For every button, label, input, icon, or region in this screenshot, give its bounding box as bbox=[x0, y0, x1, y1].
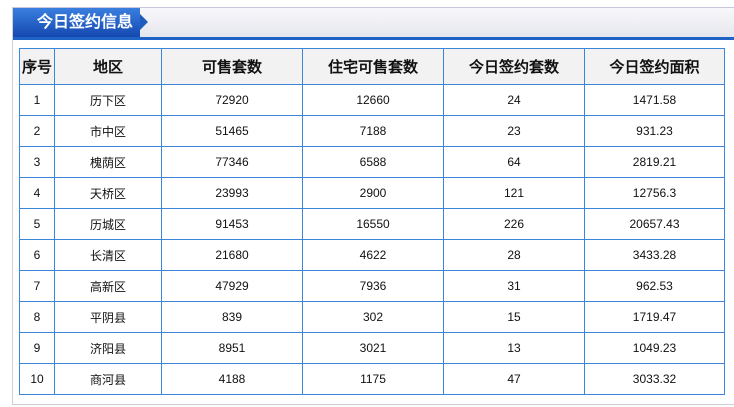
cell-residential-available: 1175 bbox=[302, 363, 444, 395]
cell-index: 3 bbox=[19, 146, 55, 178]
cell-available: 8951 bbox=[161, 332, 303, 364]
cell-index: 6 bbox=[19, 239, 55, 271]
table-row: 9 济阳县 8951 3021 13 1049.23 bbox=[19, 332, 725, 364]
cell-today-signed: 13 bbox=[443, 332, 585, 364]
cell-today-signed: 24 bbox=[443, 84, 585, 116]
cell-available: 23993 bbox=[161, 177, 303, 209]
cell-residential-available: 7188 bbox=[302, 115, 444, 147]
cell-today-area: 3433.28 bbox=[584, 239, 725, 271]
cell-district: 槐荫区 bbox=[54, 146, 162, 178]
cell-district: 商河县 bbox=[54, 363, 162, 395]
col-header-residential-available: 住宅可售套数 bbox=[302, 48, 444, 85]
table-row: 5 历城区 91453 16550 226 20657.43 bbox=[19, 208, 725, 240]
cell-district: 高新区 bbox=[54, 270, 162, 302]
table-row: 6 长清区 21680 4622 28 3433.28 bbox=[19, 239, 725, 271]
cell-district: 长清区 bbox=[54, 239, 162, 271]
cell-index: 4 bbox=[19, 177, 55, 209]
cell-index: 10 bbox=[19, 363, 55, 395]
cell-district: 历下区 bbox=[54, 84, 162, 116]
col-header-today-signed: 今日签约套数 bbox=[443, 48, 585, 85]
cell-residential-available: 16550 bbox=[302, 208, 444, 240]
cell-available: 21680 bbox=[161, 239, 303, 271]
cell-available: 51465 bbox=[161, 115, 303, 147]
col-header-index: 序号 bbox=[19, 48, 55, 85]
col-header-district: 地区 bbox=[54, 48, 162, 85]
cell-residential-available: 302 bbox=[302, 301, 444, 333]
table-row: 10 商河县 4188 1175 47 3033.32 bbox=[19, 363, 725, 395]
cell-today-signed: 47 bbox=[443, 363, 585, 395]
cell-today-signed: 23 bbox=[443, 115, 585, 147]
cell-available: 839 bbox=[161, 301, 303, 333]
cell-index: 8 bbox=[19, 301, 55, 333]
cell-district: 市中区 bbox=[54, 115, 162, 147]
cell-residential-available: 7936 bbox=[302, 270, 444, 302]
table-row: 7 高新区 47929 7936 31 962.53 bbox=[19, 270, 725, 302]
panel-title-tab: 今日签约信息 bbox=[13, 8, 148, 37]
cell-residential-available: 2900 bbox=[302, 177, 444, 209]
cell-index: 9 bbox=[19, 332, 55, 364]
cell-today-area: 1719.47 bbox=[584, 301, 725, 333]
col-header-available: 可售套数 bbox=[161, 48, 303, 85]
cell-today-area: 1049.23 bbox=[584, 332, 725, 364]
cell-available: 4188 bbox=[161, 363, 303, 395]
cell-today-signed: 121 bbox=[443, 177, 585, 209]
cell-today-area: 1471.58 bbox=[584, 84, 725, 116]
cell-today-area: 962.53 bbox=[584, 270, 725, 302]
cell-today-signed: 15 bbox=[443, 301, 585, 333]
cell-available: 72920 bbox=[161, 84, 303, 116]
cell-today-signed: 226 bbox=[443, 208, 585, 240]
cell-available: 47929 bbox=[161, 270, 303, 302]
cell-residential-available: 6588 bbox=[302, 146, 444, 178]
table-row: 3 槐荫区 77346 6588 64 2819.21 bbox=[19, 146, 725, 178]
cell-today-area: 12756.3 bbox=[584, 177, 725, 209]
cell-available: 77346 bbox=[161, 146, 303, 178]
cell-today-signed: 28 bbox=[443, 239, 585, 271]
table-row: 2 市中区 51465 7188 23 931.23 bbox=[19, 115, 725, 147]
cell-index: 2 bbox=[19, 115, 55, 147]
cell-today-area: 20657.43 bbox=[584, 208, 725, 240]
table-row: 1 历下区 72920 12660 24 1471.58 bbox=[19, 84, 725, 116]
cell-district: 济阳县 bbox=[54, 332, 162, 364]
cell-index: 5 bbox=[19, 208, 55, 240]
cell-today-area: 2819.21 bbox=[584, 146, 725, 178]
cell-district: 天桥区 bbox=[54, 177, 162, 209]
cell-index: 7 bbox=[19, 270, 55, 302]
cell-index: 1 bbox=[19, 84, 55, 116]
table-row: 8 平阴县 839 302 15 1719.47 bbox=[19, 301, 725, 333]
table-header-row: 序号 地区 可售套数 住宅可售套数 今日签约套数 今日签约面积 bbox=[19, 48, 725, 85]
cell-today-area: 931.23 bbox=[584, 115, 725, 147]
cell-residential-available: 12660 bbox=[302, 84, 444, 116]
panel-header: 今日签约信息 bbox=[13, 8, 734, 40]
cell-residential-available: 4622 bbox=[302, 239, 444, 271]
signing-table: 序号 地区 可售套数 住宅可售套数 今日签约套数 今日签约面积 1 历下区 7292… bbox=[19, 48, 725, 395]
cell-today-signed: 31 bbox=[443, 270, 585, 302]
cell-residential-available: 3021 bbox=[302, 332, 444, 364]
cell-today-area: 3033.32 bbox=[584, 363, 725, 395]
cell-today-signed: 64 bbox=[443, 146, 585, 178]
col-header-today-area: 今日签约面积 bbox=[584, 48, 725, 85]
cell-available: 91453 bbox=[161, 208, 303, 240]
cell-district: 历城区 bbox=[54, 208, 162, 240]
cell-district: 平阴县 bbox=[54, 301, 162, 333]
table-row: 4 天桥区 23993 2900 121 12756.3 bbox=[19, 177, 725, 209]
